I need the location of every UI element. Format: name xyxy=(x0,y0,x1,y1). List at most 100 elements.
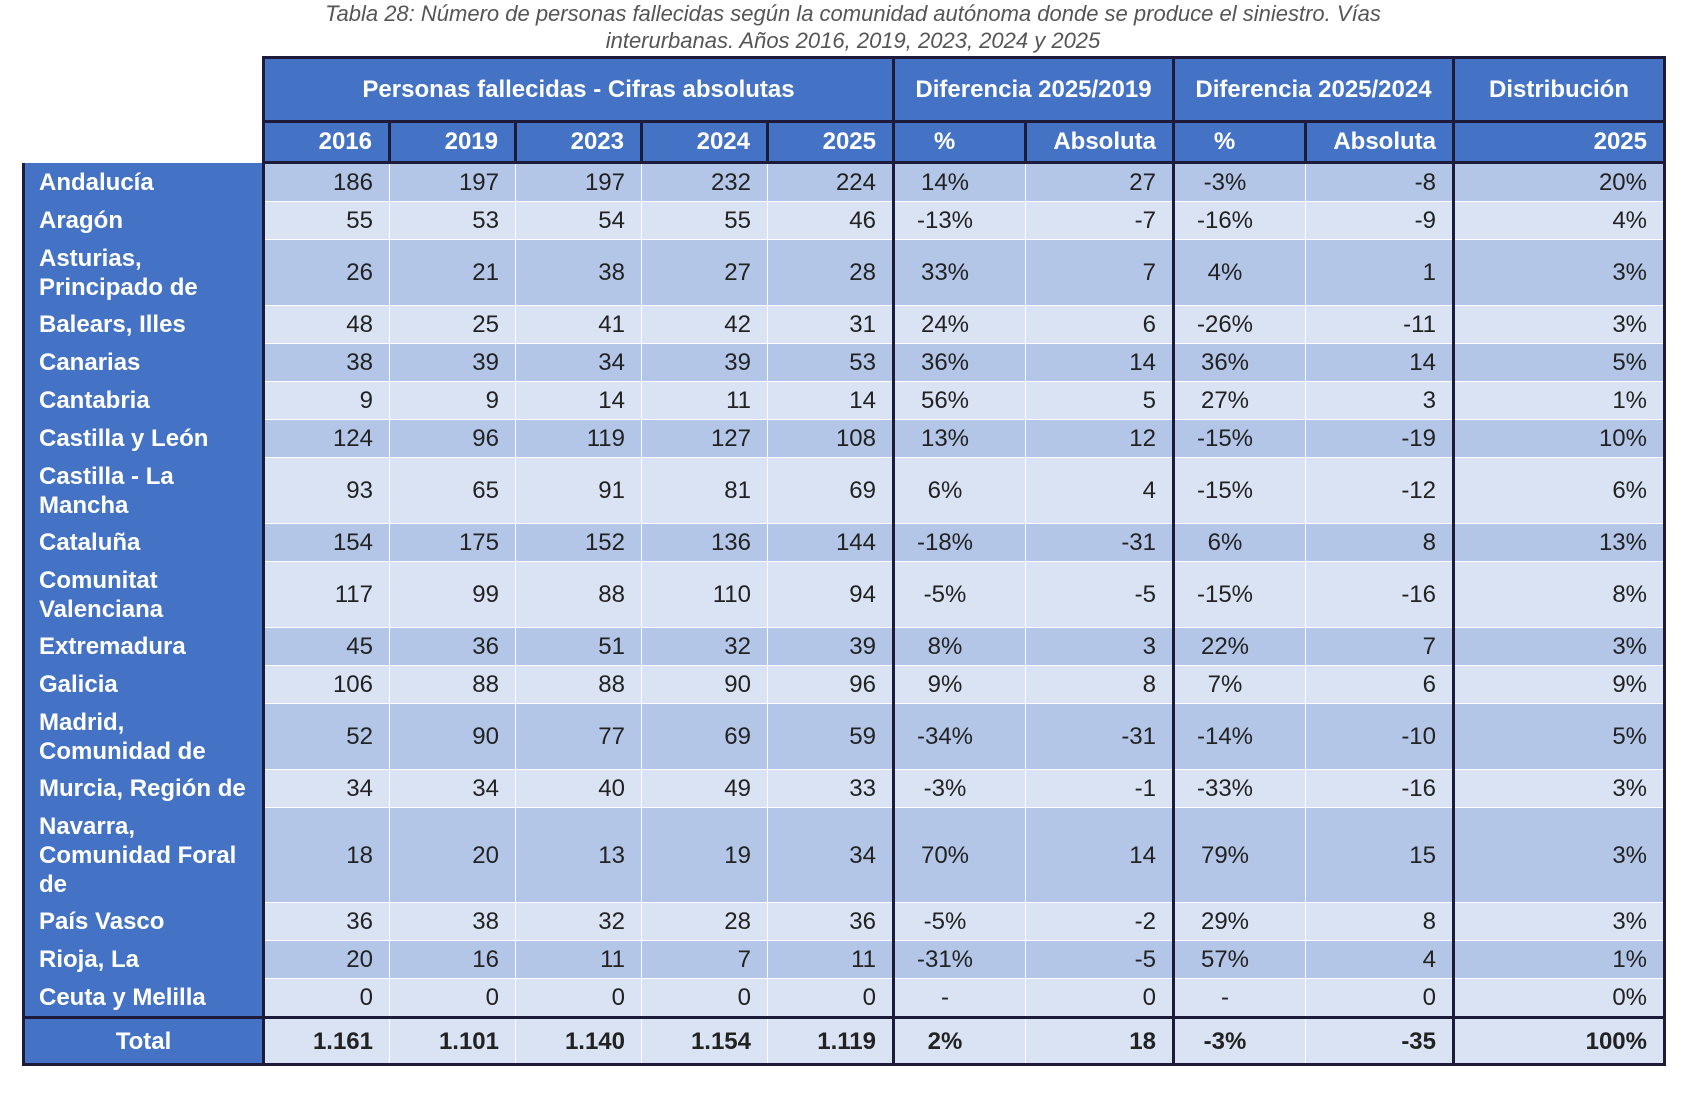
cell: 110 xyxy=(641,561,768,628)
cell: 70% xyxy=(892,807,1026,903)
cell: 53 xyxy=(767,343,894,382)
cell: 6 xyxy=(1305,665,1454,704)
cell: 28 xyxy=(767,239,894,306)
cell: 18 xyxy=(262,807,390,903)
cell: 94 xyxy=(767,561,894,628)
cell: 0 xyxy=(767,978,894,1018)
column-header: 2025 xyxy=(1452,120,1666,164)
group-header: Diferencia 2025/2024 xyxy=(1172,56,1455,123)
cell: -33% xyxy=(1172,769,1306,808)
total-cell: 1.140 xyxy=(515,1016,642,1066)
column-header: 2019 xyxy=(388,120,517,164)
cell: 88 xyxy=(515,561,642,628)
cell: 27 xyxy=(641,239,768,306)
cell: 14 xyxy=(1025,807,1174,903)
cell: -2 xyxy=(1025,902,1174,941)
cell: 119 xyxy=(515,419,642,458)
cell: 36 xyxy=(262,902,390,941)
cell: 14 xyxy=(515,381,642,420)
cell: 56% xyxy=(892,381,1026,420)
cell: 0 xyxy=(515,978,642,1018)
row-label: Andalucía xyxy=(22,162,265,202)
cell: 26 xyxy=(262,239,390,306)
cell: 5% xyxy=(1452,343,1666,382)
cell: 31 xyxy=(767,305,894,344)
cell: -7 xyxy=(1025,201,1174,240)
data-row: Andalucía 186 197 197 232 224 14% 27 -3% -8 20% xyxy=(22,162,1666,202)
total-cell: 1.101 xyxy=(389,1016,516,1066)
cell: 33% xyxy=(892,239,1026,306)
cell: 8% xyxy=(1452,561,1666,628)
cell: 27% xyxy=(1172,381,1306,420)
group-header: Diferencia 2025/2019 xyxy=(892,56,1175,123)
cell: 40 xyxy=(515,769,642,808)
cell: 5% xyxy=(1452,703,1666,770)
row-label: Castilla y León xyxy=(22,419,265,458)
cell: 32 xyxy=(515,902,642,941)
cell: - xyxy=(1172,978,1306,1018)
total-cell: -3% xyxy=(1172,1016,1306,1066)
cell: 81 xyxy=(641,457,768,524)
cell: 96 xyxy=(389,419,516,458)
cell: -12 xyxy=(1305,457,1454,524)
cell: 91 xyxy=(515,457,642,524)
cell: 13 xyxy=(515,807,642,903)
cell: 3% xyxy=(1452,305,1666,344)
cell: 48 xyxy=(262,305,390,344)
cell: 197 xyxy=(515,162,642,202)
row-label: Navarra, Comunidad Foral de xyxy=(22,807,265,903)
cell: 41 xyxy=(515,305,642,344)
cell: -16% xyxy=(1172,201,1306,240)
cell: 6% xyxy=(1452,457,1666,524)
cell: 1 xyxy=(1305,239,1454,306)
column-header: 2016 xyxy=(262,120,391,164)
cell: 15 xyxy=(1305,807,1454,903)
corner xyxy=(23,57,264,122)
cell: 42 xyxy=(641,305,768,344)
row-label: Madrid, Comunidad de xyxy=(22,703,265,770)
cell: -15% xyxy=(1172,561,1306,628)
cell: 27 xyxy=(1025,162,1174,202)
cell: 54 xyxy=(515,201,642,240)
cell: -9 xyxy=(1305,201,1454,240)
row-label: Comunitat Valenciana xyxy=(22,561,265,628)
cell: 38 xyxy=(262,343,390,382)
cell: 6% xyxy=(1172,523,1306,562)
cell: 4% xyxy=(1452,201,1666,240)
cell: 88 xyxy=(515,665,642,704)
cell: 38 xyxy=(515,239,642,306)
cell: -5 xyxy=(1025,561,1174,628)
cell: 152 xyxy=(515,523,642,562)
cell: 14 xyxy=(767,381,894,420)
cell: 8 xyxy=(1305,902,1454,941)
row-label: Galicia xyxy=(22,665,265,704)
cell: 9 xyxy=(262,381,390,420)
cell: 7% xyxy=(1172,665,1306,704)
cell: 14 xyxy=(1025,343,1174,382)
cell: 39 xyxy=(641,343,768,382)
cell: 93 xyxy=(262,457,390,524)
caption-line: Tabla 28: Número de personas fallecidas … xyxy=(325,1,1381,26)
data-row: Castilla y León 124 96 119 127 108 13% 12 -15% -1… xyxy=(22,419,1666,458)
cell: 49 xyxy=(641,769,768,808)
cell: 3% xyxy=(1452,627,1666,666)
cell: 34 xyxy=(262,769,390,808)
cell: 136 xyxy=(641,523,768,562)
cell: 34 xyxy=(515,343,642,382)
cell: 11 xyxy=(641,381,768,420)
cell: 29% xyxy=(1172,902,1306,941)
cell: 144 xyxy=(767,523,894,562)
cell: -14% xyxy=(1172,703,1306,770)
total-cell: 1.161 xyxy=(262,1016,390,1066)
cell: 21 xyxy=(389,239,516,306)
data-row: Madrid, Comunidad de 52 90 77 69 59 -34% -31 -14… xyxy=(22,703,1666,770)
group-header: Distribución xyxy=(1452,56,1666,123)
row-label: Balears, Illes xyxy=(22,305,265,344)
cell: 51 xyxy=(515,627,642,666)
column-header: 2025 xyxy=(766,120,895,164)
cell: 16 xyxy=(389,940,516,979)
cell: 127 xyxy=(641,419,768,458)
cell: 53 xyxy=(389,201,516,240)
row-label: Castilla - La Mancha xyxy=(22,457,265,524)
cell: 96 xyxy=(767,665,894,704)
